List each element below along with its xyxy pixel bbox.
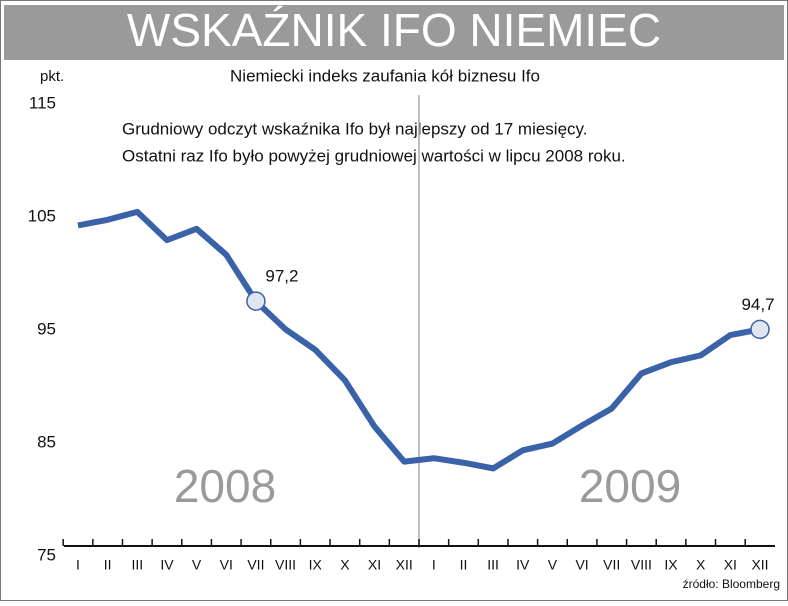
subtitle: Niemiecki indeks zaufania kół biznesu If… — [230, 66, 540, 85]
x-tick-label: V — [548, 557, 558, 573]
x-tick-label: II — [460, 557, 468, 573]
x-tick-label: I — [432, 557, 436, 573]
x-tick-label: VIII — [631, 557, 652, 573]
x-tick-label: VII — [603, 557, 620, 573]
y-tick-label: 85 — [37, 432, 56, 451]
title-bar — [4, 5, 784, 60]
x-tick-label: X — [340, 557, 350, 573]
x-tick-label: IX — [664, 557, 678, 573]
highlight-point — [246, 291, 266, 311]
y-tick-label: 105 — [28, 206, 56, 225]
x-tick-label: IV — [160, 557, 174, 573]
x-tick-label: VII — [247, 557, 264, 573]
x-tick-label: IV — [516, 557, 530, 573]
y-tick-label: 115 — [29, 93, 56, 112]
x-tick-label: VI — [575, 557, 588, 573]
highlight-point — [750, 319, 770, 340]
source: źródło: Bloomberg — [683, 577, 780, 591]
x-tick-label: VIII — [275, 557, 296, 573]
x-tick-label: II — [104, 557, 112, 573]
x-tick-label: XI — [368, 557, 381, 573]
annotation: Grudniowy odczyt wskaźnika Ifo był najle… — [122, 119, 588, 138]
year-label: 2009 — [579, 460, 681, 512]
x-tick-label: V — [192, 557, 202, 573]
line — [77, 208, 761, 472]
x-tick-label: VI — [220, 557, 233, 573]
x-tick-label: X — [696, 557, 706, 573]
x-tick-label: XII — [751, 557, 768, 573]
y-tick-label: 95 — [37, 319, 56, 338]
annotation: Ostatni raz Ifo było powyżej grudniowej … — [122, 146, 626, 165]
x-tick-label: XII — [396, 557, 413, 573]
year-label: 2008 — [174, 460, 276, 512]
x-tick-label: XI — [724, 557, 737, 573]
x-tick-label: III — [487, 557, 499, 573]
y-tick-label: 75 — [37, 545, 56, 564]
x-tick-label: III — [131, 557, 143, 573]
y-label: pkt. — [40, 68, 64, 85]
x-tick-label: I — [76, 557, 80, 573]
data-label: 94,7 — [741, 295, 774, 314]
data-label: 97,2 — [265, 267, 298, 286]
x-tick-label: IX — [309, 557, 323, 573]
chart-title: WSKAŹNIK IFO NIEMIEC — [127, 4, 661, 56]
